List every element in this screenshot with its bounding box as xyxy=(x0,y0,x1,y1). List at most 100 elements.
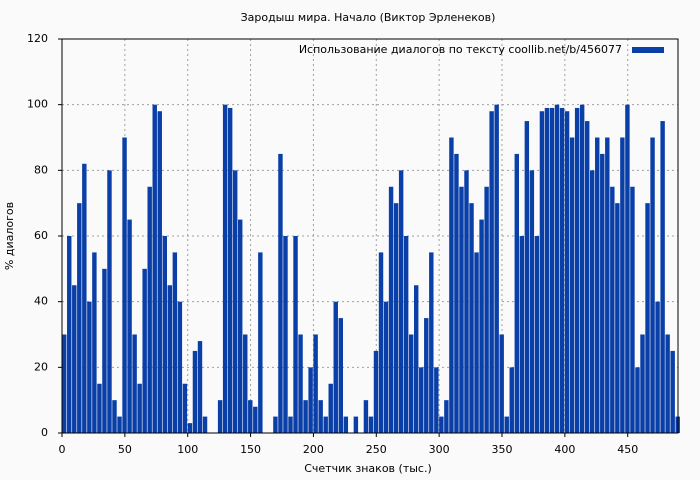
legend-label: Использование диалогов по тексту coollib… xyxy=(299,43,622,56)
bar xyxy=(499,334,504,433)
bar xyxy=(102,268,107,433)
bar xyxy=(202,416,208,433)
x-tick-label: 250 xyxy=(366,443,387,456)
bar xyxy=(444,400,449,433)
bar xyxy=(504,416,509,433)
x-tick-label: 150 xyxy=(240,443,261,456)
bar xyxy=(167,285,173,433)
bar xyxy=(117,416,122,433)
bar xyxy=(182,383,188,433)
bar xyxy=(248,400,253,433)
x-tick-label: 100 xyxy=(177,443,198,456)
bar xyxy=(107,170,112,434)
y-tick-label: 120 xyxy=(27,32,48,45)
bar xyxy=(67,236,72,433)
bar xyxy=(187,423,193,433)
bar xyxy=(439,416,444,433)
bar xyxy=(122,137,127,433)
bar xyxy=(87,301,92,433)
bar xyxy=(278,153,283,433)
bar xyxy=(142,268,147,433)
bar xyxy=(338,318,343,433)
bar xyxy=(559,107,565,433)
x-tick-label: 0 xyxy=(59,443,66,456)
bar xyxy=(343,416,349,433)
bar xyxy=(222,104,228,434)
bar xyxy=(378,252,384,433)
bar xyxy=(539,111,545,433)
bar xyxy=(590,170,595,434)
bar xyxy=(474,252,479,433)
bar xyxy=(414,285,419,433)
bar xyxy=(147,186,152,433)
bar xyxy=(434,367,439,433)
bar xyxy=(544,107,550,433)
bar xyxy=(333,301,338,433)
bar xyxy=(383,301,389,433)
bar xyxy=(227,107,233,433)
bar xyxy=(293,236,298,433)
bar xyxy=(655,301,660,433)
bar xyxy=(253,406,258,433)
legend-swatch xyxy=(632,47,664,53)
bar xyxy=(645,203,650,433)
bar xyxy=(615,203,620,433)
y-axis-label: % диалогов xyxy=(3,202,16,270)
bar xyxy=(72,285,77,433)
bar xyxy=(82,163,87,433)
bar xyxy=(574,107,580,433)
bar xyxy=(368,416,374,433)
bar xyxy=(524,121,530,433)
bar xyxy=(454,153,459,433)
bar xyxy=(449,137,454,433)
x-tick-label: 400 xyxy=(554,443,575,456)
bar xyxy=(605,137,610,433)
bar xyxy=(408,334,414,433)
bar xyxy=(419,367,424,433)
bar xyxy=(464,170,469,434)
y-tick-label: 80 xyxy=(34,163,48,176)
bar xyxy=(273,416,278,433)
bar xyxy=(157,111,162,433)
plot-frame xyxy=(61,38,679,434)
bar xyxy=(630,186,635,433)
x-tick-label: 200 xyxy=(303,443,324,456)
bar xyxy=(313,334,318,433)
bar xyxy=(318,400,323,433)
bar xyxy=(600,153,605,433)
bar xyxy=(217,400,223,433)
bar xyxy=(323,416,328,433)
bar xyxy=(564,111,570,433)
bar xyxy=(670,350,675,433)
bar xyxy=(298,334,303,433)
bar xyxy=(137,383,142,433)
bar xyxy=(509,367,514,433)
bar xyxy=(479,219,484,433)
bar xyxy=(393,203,399,433)
bar xyxy=(353,416,359,433)
x-tick-label: 450 xyxy=(617,443,638,456)
bar xyxy=(363,400,369,433)
bar xyxy=(162,236,167,433)
bar xyxy=(127,219,132,433)
bar xyxy=(232,170,238,434)
bar xyxy=(388,186,394,433)
y-tick-label: 60 xyxy=(34,229,48,242)
bar xyxy=(660,121,665,433)
bar xyxy=(192,350,198,433)
bar xyxy=(484,186,489,433)
bar xyxy=(620,137,625,433)
bar xyxy=(172,252,178,433)
bar xyxy=(519,236,525,433)
bar xyxy=(554,104,560,434)
bar xyxy=(514,153,519,433)
x-axis-label: Счетчик знаков (тыс.) xyxy=(304,462,432,475)
bar xyxy=(534,236,540,433)
bar xyxy=(243,334,248,433)
bar xyxy=(494,104,499,434)
y-tick-label: 100 xyxy=(27,98,48,111)
bar xyxy=(635,367,640,433)
bar xyxy=(640,334,645,433)
bar xyxy=(424,318,429,433)
